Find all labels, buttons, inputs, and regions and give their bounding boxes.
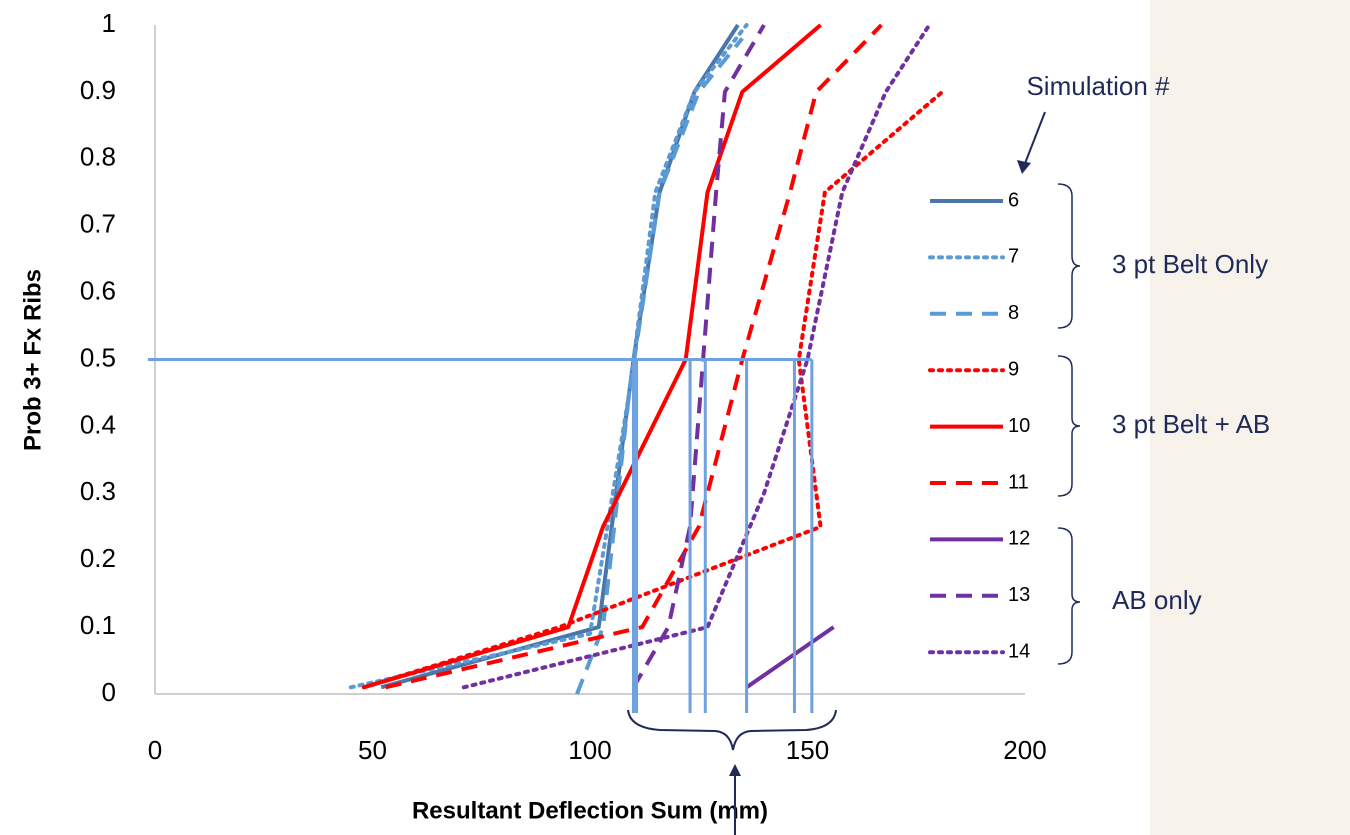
- legend-label: 9: [1008, 358, 1019, 380]
- legend-label: 12: [1008, 528, 1030, 550]
- x-tick-label: 200: [1003, 735, 1046, 765]
- line-series: [461, 23, 932, 690]
- group-brace: [1057, 183, 1081, 329]
- y-tick-label: 0.6: [80, 275, 116, 305]
- y-tick-label: 0.3: [80, 476, 116, 506]
- group-braces: [1057, 183, 1081, 665]
- legend-label: 7: [1008, 246, 1019, 268]
- y-tick-label: 0.9: [80, 75, 116, 105]
- background-panel: [1150, 0, 1350, 835]
- arrow-head: [729, 764, 741, 776]
- line-series: [745, 625, 835, 689]
- y-tick-label: 0.8: [80, 142, 116, 172]
- arrow: [1023, 111, 1046, 167]
- group-label: 3 pt Belt + AB: [1112, 409, 1270, 439]
- x-tick-label: 0: [148, 735, 162, 765]
- group-brace: [1057, 355, 1081, 497]
- legend-label: 11: [1008, 471, 1029, 493]
- group-label: AB only: [1112, 585, 1202, 615]
- y-tick-label: 0.5: [80, 342, 116, 372]
- line-series: [348, 23, 749, 690]
- line-series: [363, 23, 822, 690]
- brace: [627, 709, 837, 751]
- y-tick-label: 0.2: [80, 543, 116, 573]
- y-tick-label: 0.7: [80, 209, 116, 239]
- legend-label: 14: [1008, 640, 1030, 662]
- group-brace: [1057, 527, 1081, 665]
- legend-label: 8: [1008, 302, 1019, 324]
- arrow-head: [1017, 160, 1031, 174]
- legend-title: Simulation #: [1026, 71, 1170, 101]
- y-tick-label: 0.1: [80, 610, 116, 640]
- x-axis-title: Resultant Deflection Sum (mm): [412, 797, 768, 824]
- y-tick-label: 0: [102, 677, 116, 707]
- x-tick-label: 150: [786, 735, 829, 765]
- legend-label: 6: [1008, 189, 1019, 211]
- y-tick-label: 1: [102, 8, 116, 38]
- x-tick-label: 50: [358, 735, 387, 765]
- y-axis-title: Prob 3+ Fx Ribs: [19, 269, 46, 451]
- legend-label: 13: [1008, 584, 1030, 606]
- x-tick-label: 100: [568, 735, 611, 765]
- group-label: 3 pt Belt Only: [1112, 249, 1268, 279]
- y-tick-label: 0.4: [80, 409, 116, 439]
- legend-label: 10: [1008, 415, 1030, 437]
- line-series: [361, 89, 945, 690]
